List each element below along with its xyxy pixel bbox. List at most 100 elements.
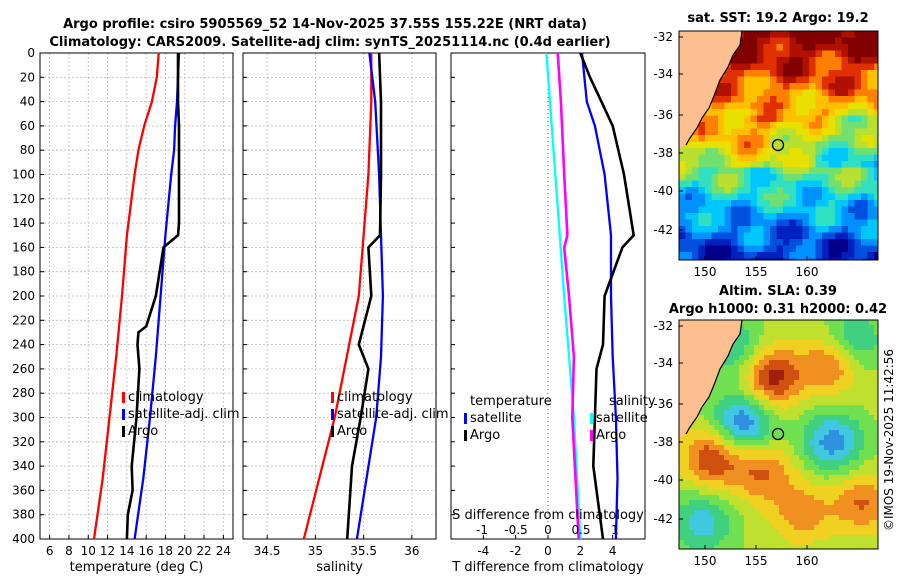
sla-cell: [794, 430, 800, 436]
sla-cell: [829, 535, 835, 541]
sla-cell: [704, 490, 710, 496]
sla-cell: [714, 415, 720, 421]
sst-cell: [835, 154, 842, 162]
sst-cell: [763, 226, 771, 233]
sst-cell: [744, 128, 751, 136]
sla-cell: [774, 325, 780, 331]
sla-cell: [859, 355, 865, 361]
sst-cell: [770, 96, 777, 103]
sla-cell: [699, 500, 705, 506]
sla-cell: [744, 470, 750, 476]
sla-cell: [779, 450, 785, 456]
sst-cell: [757, 226, 764, 233]
sst-cell: [867, 193, 875, 201]
sla-cell: [814, 480, 820, 486]
sla-cell: [829, 515, 835, 521]
secondary-x-tick-label: -0.5: [504, 523, 527, 537]
sst-cell: [763, 148, 771, 155]
sst-cell: [705, 115, 712, 123]
sla-cell: [744, 525, 750, 531]
x-tick-label: 8: [65, 544, 73, 558]
sla-cell: [769, 545, 775, 549]
sst-cell: [815, 193, 823, 201]
sst-cell: [854, 161, 862, 168]
sla-cell: [859, 525, 865, 531]
sla-cell: [864, 495, 870, 501]
sst-cell: [815, 232, 823, 240]
sla-cell: [799, 360, 805, 366]
sst-cell: [854, 141, 862, 149]
sst-cell: [835, 193, 842, 201]
sst-cell: [867, 167, 875, 175]
sst-cell: [718, 213, 725, 220]
sla-cell: [834, 405, 840, 411]
sla-cell: [799, 535, 805, 541]
sla-cell: [849, 335, 855, 341]
sla-cell: [869, 405, 875, 411]
sla-cell: [834, 535, 840, 541]
sst-cell: [744, 83, 751, 90]
y-tick-label: 160: [12, 240, 35, 254]
sst-cell: [763, 37, 771, 45]
sst-cell: [783, 63, 790, 71]
sst-cell: [679, 245, 686, 253]
sst-cell: [750, 174, 758, 181]
sst-cell: [822, 148, 829, 155]
sla-cell: [849, 520, 855, 526]
sla-cell: [874, 425, 878, 431]
sst-cell: [802, 174, 810, 181]
sst-cell: [809, 37, 816, 45]
sst-cell: [861, 31, 868, 38]
sst-cell: [867, 135, 875, 142]
sst-cell: [841, 76, 849, 84]
sla-cell: [839, 330, 845, 336]
sla-cell: [809, 405, 815, 411]
sla-cell: [859, 365, 865, 371]
sst-cell: [809, 239, 816, 246]
sst-cell: [776, 161, 784, 168]
sst-cell: [763, 219, 771, 227]
sla-cell: [874, 435, 878, 441]
sst-cell: [867, 187, 875, 194]
sla-cell: [789, 540, 795, 546]
sla-cell: [759, 380, 765, 386]
sst-cell: [802, 200, 810, 207]
sst-cell: [815, 31, 823, 38]
y-tick-label: 260: [12, 362, 35, 376]
sst-cell: [750, 31, 758, 38]
sla-cell: [849, 485, 855, 491]
sla-cell: [864, 525, 870, 531]
sst-cell: [724, 213, 732, 220]
sla-cell: [734, 385, 740, 391]
sla-cell: [759, 500, 765, 506]
sla-cell: [694, 470, 700, 476]
sla-cell: [684, 480, 690, 486]
sst-cell: [822, 174, 829, 181]
sst-cell: [757, 245, 764, 253]
sla-cell: [774, 485, 780, 491]
sla-cell: [694, 465, 700, 471]
sla-cell: [819, 440, 825, 446]
sst-cell: [809, 63, 816, 71]
sla-cell: [814, 405, 820, 411]
y-tick-label: 180: [12, 265, 35, 279]
sla-cell: [719, 465, 725, 471]
sla-cell: [824, 410, 830, 416]
sst-cell: [854, 83, 862, 90]
sla-cell: [824, 395, 830, 401]
sla-cell: [784, 445, 790, 451]
sst-cell: [718, 187, 725, 194]
sst-cell: [770, 122, 777, 129]
sst-cell: [776, 148, 784, 155]
sla-cell: [764, 500, 770, 506]
sla-cell: [739, 445, 745, 451]
sla-cell: [749, 355, 755, 361]
sla-cell: [859, 495, 865, 501]
sla-cell: [804, 510, 810, 516]
sst-cell: [737, 96, 745, 103]
sla-cell: [849, 540, 855, 546]
sla-cell: [819, 515, 825, 521]
y-tick-label: 240: [12, 338, 35, 352]
sla-cell: [864, 465, 870, 471]
sla-cell: [779, 530, 785, 536]
